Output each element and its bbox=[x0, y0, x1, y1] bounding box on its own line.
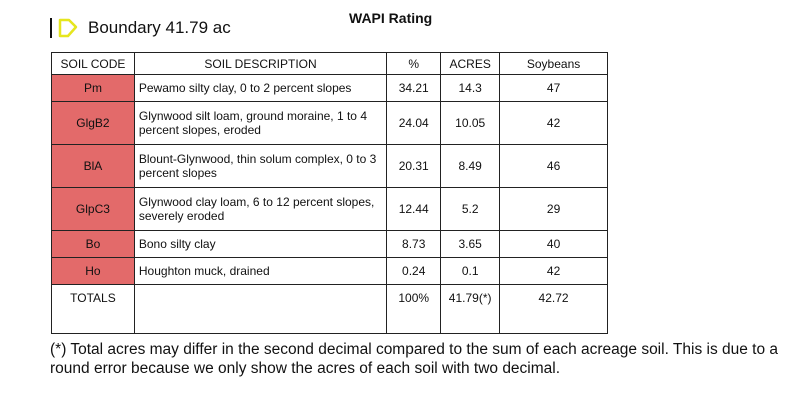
column-header-soil-code: SOIL CODE bbox=[51, 52, 135, 75]
percent-cell: 8.73 bbox=[386, 230, 442, 258]
acres-cell: 3.65 bbox=[440, 230, 501, 258]
table-row: GlpC3 Glynwood clay loam, 6 to 12 percen… bbox=[51, 187, 608, 231]
column-header-acres: ACRES bbox=[440, 52, 501, 75]
soil-description-cell: Bono silty clay bbox=[133, 230, 388, 258]
column-header-percent: % bbox=[386, 52, 442, 75]
percent-cell: 20.31 bbox=[386, 144, 442, 188]
acres-cell: 14.3 bbox=[440, 74, 501, 102]
soil-description-cell: Blount-Glynwood, thin solum complex, 0 t… bbox=[133, 144, 388, 188]
acres-cell: 8.49 bbox=[440, 144, 501, 188]
totals-acres-cell: 41.79(*) bbox=[440, 284, 501, 334]
boundary-header: Boundary 41.79 ac bbox=[50, 16, 231, 40]
soil-code-cell: GlgB2 bbox=[51, 101, 135, 145]
table-row: Pm Pewamo silty clay, 0 to 2 percent slo… bbox=[51, 74, 608, 102]
table-row: GlgB2 Glynwood silt loam, ground moraine… bbox=[51, 101, 608, 145]
separator-bar bbox=[50, 18, 52, 38]
soil-code-cell: Bo bbox=[51, 230, 135, 258]
table-row: BlA Blount-Glynwood, thin solum complex,… bbox=[51, 144, 608, 188]
percent-cell: 12.44 bbox=[386, 187, 442, 231]
soil-description-cell: Glynwood silt loam, ground moraine, 1 to… bbox=[133, 101, 388, 145]
soil-code-cell: GlpC3 bbox=[51, 187, 135, 231]
table-row: Ho Houghton muck, drained 0.24 0.1 42 bbox=[51, 257, 608, 285]
totals-soybeans-cell: 42.72 bbox=[499, 284, 608, 334]
percent-cell: 34.21 bbox=[386, 74, 442, 102]
soil-description-cell: Pewamo silty clay, 0 to 2 percent slopes bbox=[133, 74, 388, 102]
soybeans-cell: 42 bbox=[499, 101, 608, 145]
table-header-row: SOIL CODE SOIL DESCRIPTION % ACRES Soybe… bbox=[51, 52, 608, 75]
percent-cell: 0.24 bbox=[386, 257, 442, 285]
soil-table: SOIL CODE SOIL DESCRIPTION % ACRES Soybe… bbox=[51, 52, 608, 334]
boundary-polygon-icon bbox=[58, 18, 78, 38]
acres-cell: 10.05 bbox=[440, 101, 501, 145]
soil-code-cell: Ho bbox=[51, 257, 135, 285]
totals-row: TOTALS 100% 41.79(*) 42.72 bbox=[51, 284, 608, 334]
soil-code-cell: Pm bbox=[51, 74, 135, 102]
soil-code-cell: BlA bbox=[51, 144, 135, 188]
soybeans-cell: 42 bbox=[499, 257, 608, 285]
column-header-soybeans: Soybeans bbox=[499, 52, 608, 75]
column-header-soil-description: SOIL DESCRIPTION bbox=[133, 52, 388, 75]
table-row: Bo Bono silty clay 8.73 3.65 40 bbox=[51, 230, 608, 258]
percent-cell: 24.04 bbox=[386, 101, 442, 145]
page-title: WAPI Rating bbox=[349, 10, 433, 26]
soybeans-cell: 40 bbox=[499, 230, 608, 258]
acres-cell: 5.2 bbox=[440, 187, 501, 231]
soil-description-cell: Glynwood clay loam, 6 to 12 percent slop… bbox=[133, 187, 388, 231]
totals-percent-cell: 100% bbox=[386, 284, 442, 334]
totals-description-cell bbox=[133, 284, 388, 334]
acres-cell: 0.1 bbox=[440, 257, 501, 285]
soybeans-cell: 29 bbox=[499, 187, 608, 231]
soil-description-cell: Houghton muck, drained bbox=[133, 257, 388, 285]
boundary-label: Boundary 41.79 ac bbox=[88, 18, 231, 37]
soybeans-cell: 47 bbox=[499, 74, 608, 102]
totals-label-cell: TOTALS bbox=[51, 284, 135, 334]
footnote: (*) Total acres may differ in the second… bbox=[50, 341, 779, 377]
soybeans-cell: 46 bbox=[499, 144, 608, 188]
